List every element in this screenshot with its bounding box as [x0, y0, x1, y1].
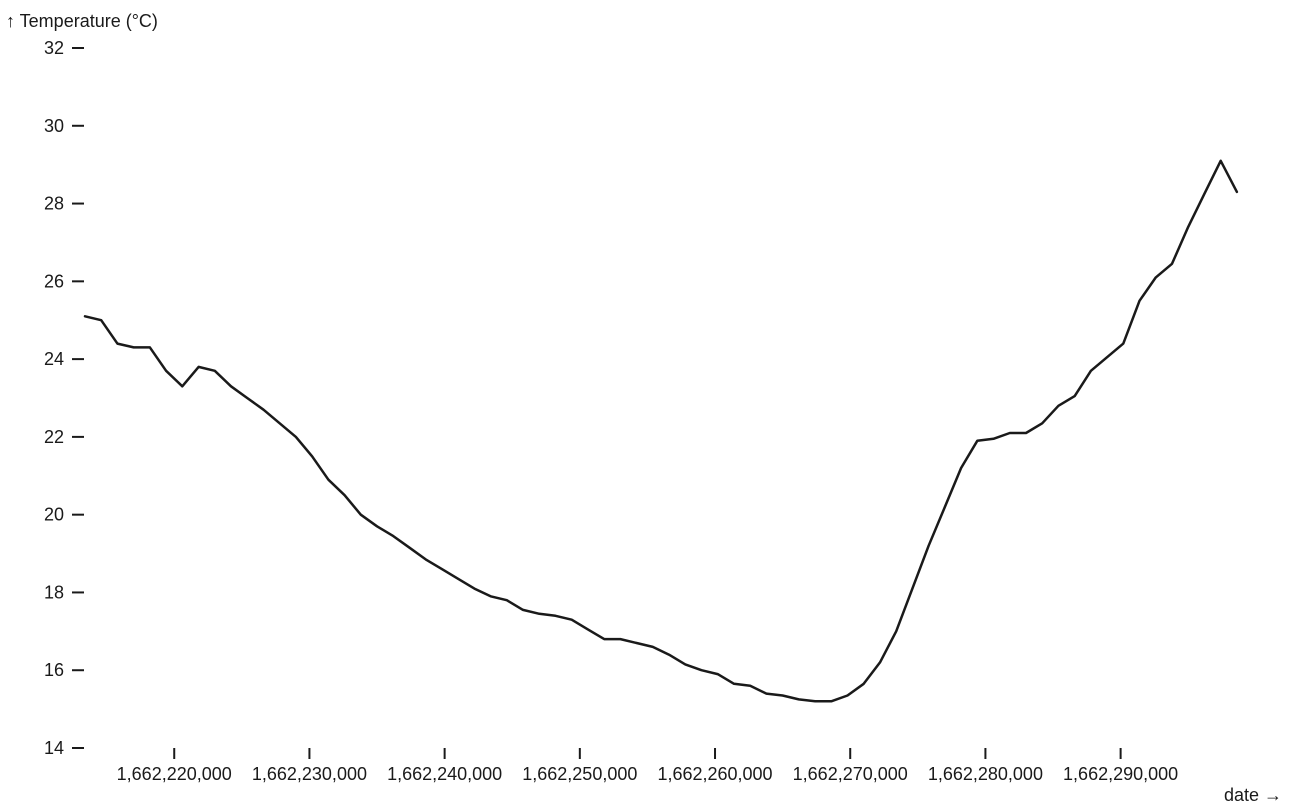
y-tick: 26 [44, 271, 84, 291]
x-tick-label: 1,662,220,000 [117, 764, 232, 784]
x-tick-label: 1,662,250,000 [522, 764, 637, 784]
x-tick-label: 1,662,240,000 [387, 764, 502, 784]
temperature-series-line [83, 159, 1239, 703]
y-tick-label: 22 [44, 427, 64, 447]
y-tick-label: 30 [44, 116, 64, 136]
y-tick: 32 [44, 38, 84, 58]
y-tick: 28 [44, 194, 84, 214]
y-tick-label: 16 [44, 660, 64, 680]
x-tick: 1,662,230,000 [252, 748, 367, 784]
x-tick: 1,662,250,000 [522, 748, 637, 784]
y-tick: 22 [44, 427, 84, 447]
y-tick: 16 [44, 660, 84, 680]
x-tick-label: 1,662,290,000 [1063, 764, 1178, 784]
x-tick: 1,662,270,000 [793, 748, 908, 784]
y-tick-label: 18 [44, 582, 64, 602]
y-axis-label: ↑ Temperature (°C) [6, 11, 158, 31]
x-tick-label: 1,662,230,000 [252, 764, 367, 784]
x-axis-label: date → [1224, 785, 1282, 805]
y-tick-label: 24 [44, 349, 64, 369]
y-tick: 18 [44, 582, 84, 602]
y-axis: 14 16 18 20 22 24 26 28 30 32 [44, 38, 84, 758]
x-axis: 1,662,220,000 1,662,230,000 1,662,240,000 1… [117, 748, 1178, 784]
x-tick-label: 1,662,260,000 [657, 764, 772, 784]
y-tick-label: 32 [44, 38, 64, 58]
y-tick: 20 [44, 505, 84, 525]
y-tick: 30 [44, 116, 84, 136]
x-tick-label: 1,662,270,000 [793, 764, 908, 784]
x-tick: 1,662,290,000 [1063, 748, 1178, 784]
plot-area [83, 159, 1239, 703]
x-tick: 1,662,260,000 [657, 748, 773, 784]
x-tick: 1,662,280,000 [928, 748, 1043, 784]
y-tick: 24 [44, 349, 84, 369]
x-tick: 1,662,240,000 [387, 748, 502, 784]
x-tick: 1,662,220,000 [117, 748, 232, 784]
y-tick-label: 28 [44, 194, 64, 214]
y-tick-label: 26 [44, 271, 64, 291]
x-tick-label: 1,662,280,000 [928, 764, 1043, 784]
y-tick-label: 14 [44, 738, 64, 758]
y-tick-label: 20 [44, 505, 64, 525]
y-tick: 14 [44, 738, 84, 758]
